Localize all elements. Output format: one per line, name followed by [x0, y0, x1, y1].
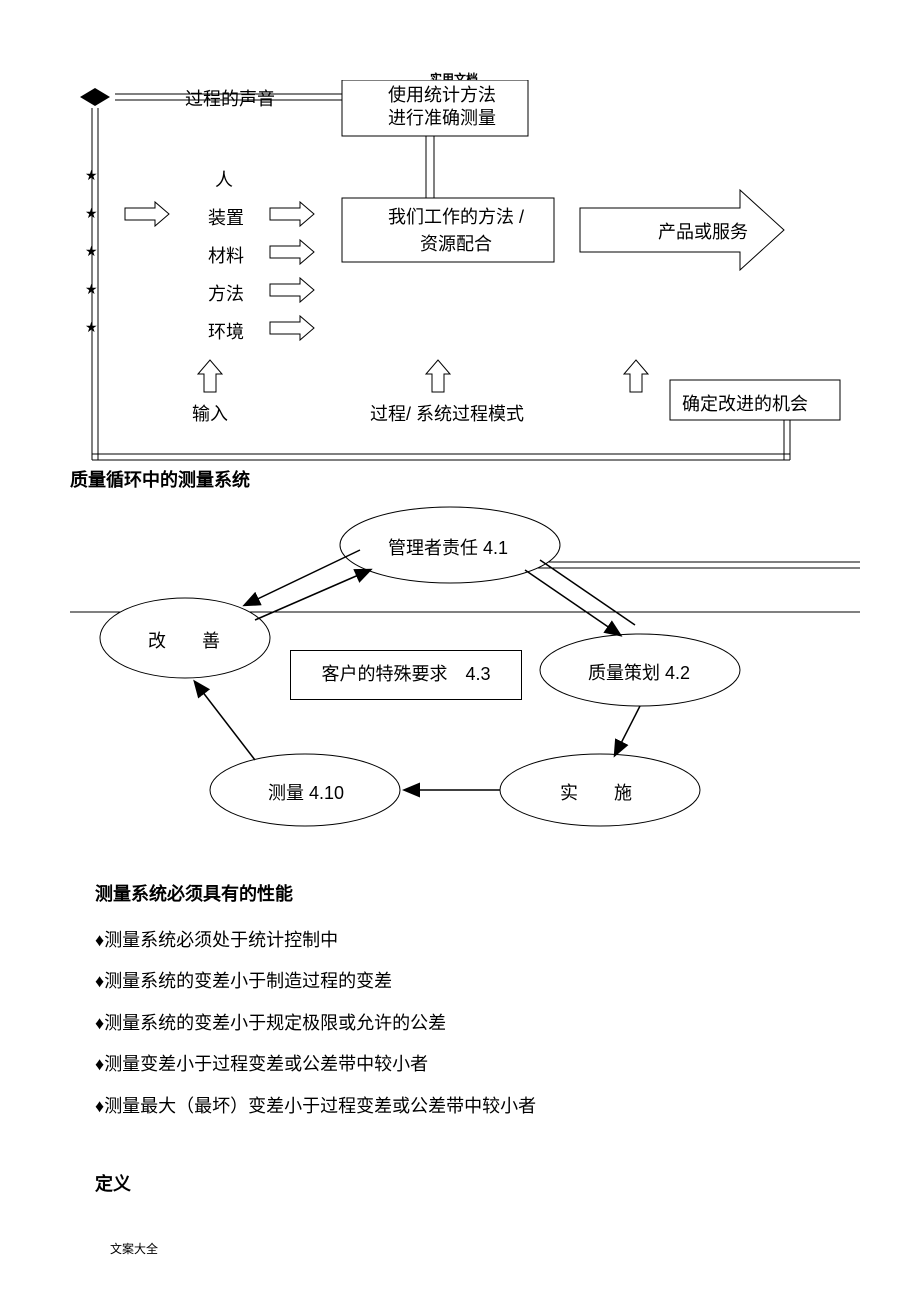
section-title: 测量系统必须具有的性能	[95, 880, 293, 906]
svg-text:★: ★	[85, 243, 98, 259]
work-box-l2: 资源配合	[356, 231, 556, 258]
node-improve-label: 改 善	[148, 627, 220, 653]
svg-text:★: ★	[85, 205, 98, 221]
stats-box-l2: 进行准确测量	[352, 107, 532, 130]
input-method: 方法	[208, 280, 244, 306]
voice-of-process-label: 过程的声音	[185, 85, 275, 111]
input-person: 人	[215, 166, 233, 192]
bullet-1: ♦测量系统必须处于统计控制中	[95, 920, 536, 961]
bullet-2-text: 测量系统的变差小于制造过程的变差	[104, 971, 392, 991]
center-requirement: 客户的特殊要求 4.3	[290, 650, 522, 700]
page: 实用文档 ★ ★ ★ ★ ★	[0, 0, 920, 1303]
svg-text:★: ★	[85, 281, 98, 297]
work-box: 我们工作的方法 / 资源配合	[356, 204, 556, 258]
input-label: 输入	[192, 400, 228, 426]
stats-box: 使用统计方法 进行准确测量	[352, 84, 532, 131]
doc-footer: 文案大全	[110, 1240, 158, 1257]
input-env: 环境	[208, 318, 244, 344]
node-planning-label: 质量策划 4.2	[588, 659, 690, 685]
bullet-5-text: 测量最大（最坏）变差小于过程变差或公差带中较小者	[104, 1096, 536, 1116]
definition-heading: 定义	[95, 1170, 131, 1196]
product-arrow-label: 产品或服务	[658, 218, 748, 244]
improve-box-label: 确定改进的机会	[682, 390, 808, 416]
stats-box-l1: 使用统计方法	[352, 84, 532, 107]
svg-text:★: ★	[85, 319, 98, 335]
input-device: 装置	[208, 204, 244, 230]
bullet-4: ♦测量变差小于过程变差或公差带中较小者	[95, 1044, 536, 1085]
input-material: 材料	[208, 242, 244, 268]
bullet-2: ♦测量系统的变差小于制造过程的变差	[95, 961, 536, 1002]
node-management-label: 管理者责任 4.1	[388, 534, 508, 560]
bullet-3: ♦测量系统的变差小于规定极限或允许的公差	[95, 1003, 536, 1044]
process-label: 过程/ 系统过程模式	[370, 400, 524, 426]
diagram1-caption: 质量循环中的测量系统	[70, 466, 250, 492]
center-requirement-text: 客户的特殊要求 4.3	[291, 662, 521, 687]
bullet-4-text: 测量变差小于过程变差或公差带中较小者	[104, 1054, 428, 1074]
node-implement-label: 实 施	[560, 779, 632, 805]
work-box-l1: 我们工作的方法 /	[356, 204, 556, 231]
svg-text:★: ★	[85, 167, 98, 183]
bullet-1-text: 测量系统必须处于统计控制中	[104, 930, 338, 950]
bullet-list: ♦测量系统必须处于统计控制中 ♦测量系统的变差小于制造过程的变差 ♦测量系统的变…	[95, 920, 536, 1127]
node-measure-label: 测量 4.10	[268, 779, 344, 805]
bullet-3-text: 测量系统的变差小于规定极限或允许的公差	[104, 1013, 446, 1033]
bullet-5: ♦测量最大（最坏）变差小于过程变差或公差带中较小者	[95, 1086, 536, 1127]
